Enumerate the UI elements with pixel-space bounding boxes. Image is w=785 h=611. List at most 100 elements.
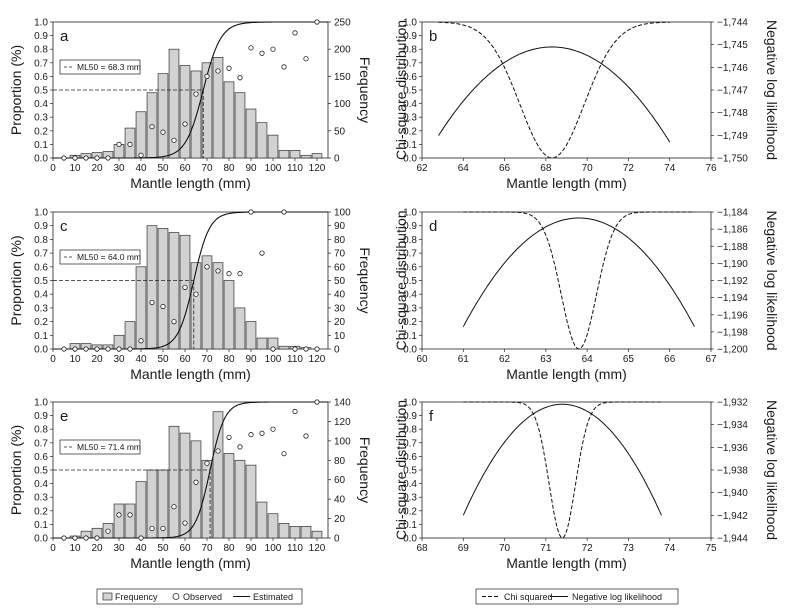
y2-tick-label: 20 [334, 514, 346, 525]
observed-point [259, 50, 265, 56]
observed-point [226, 65, 232, 71]
panel-a: 0.00.10.20.30.40.50.60.70.80.91.00501001… [8, 18, 373, 192]
chi-squared-curve [463, 211, 695, 350]
y-tick-label: 0.6 [34, 262, 48, 273]
y2-tick-label: 0 [334, 345, 340, 356]
estimated-curve [53, 211, 328, 350]
observed-point [270, 426, 276, 432]
y-tick-label: 0.3 [34, 113, 48, 124]
y-tick-label: 1.0 [34, 18, 48, 29]
y2-axis-label: Frequency [357, 57, 373, 123]
y-tick-label: 0.4 [403, 290, 417, 301]
x-axis-label: Mantle length (mm) [130, 366, 251, 382]
y-tick-label: 0.1 [403, 520, 417, 531]
observed-point [72, 535, 78, 541]
plot-frame [421, 211, 712, 350]
observed-point [281, 451, 287, 457]
observed-point [149, 525, 155, 532]
observed-point [237, 271, 243, 277]
panel-label: a [60, 28, 69, 45]
x-tick-label: 63 [540, 354, 552, 365]
x-tick-label: 100 [265, 543, 282, 554]
y-tick-label: 0.1 [403, 331, 417, 342]
y2-tick-label: −1,745 [717, 40, 748, 51]
observed-point [61, 155, 67, 161]
y-tick-label: 0.7 [34, 58, 48, 69]
plot-frame [52, 21, 329, 159]
y2-tick-label: −1,747 [717, 86, 748, 97]
frequency-bar [212, 57, 224, 159]
x-tick-label: 76 [705, 163, 717, 174]
y-axis-label: Chi-square distribution [393, 20, 409, 160]
observed-point [83, 155, 89, 161]
y-tick-label: 0.9 [34, 411, 48, 422]
y-tick-label: 0.3 [34, 303, 48, 314]
frequency-bar [245, 108, 257, 159]
observed-point [83, 535, 89, 541]
observed-point [72, 155, 78, 161]
y-tick-label: 0.4 [34, 479, 48, 490]
y2-tick-label: −1,940 [717, 488, 748, 499]
x-tick-label: 62 [416, 163, 428, 174]
y-tick-label: 0.7 [403, 249, 417, 260]
y-tick-label: 0.3 [403, 113, 417, 124]
x-tick-label: 70 [201, 543, 213, 554]
y-tick-label: 0.2 [403, 317, 417, 328]
x-tick-label: 75 [705, 543, 717, 554]
x-tick-label: 65 [623, 354, 635, 365]
y2-tick-label: −1,198 [717, 327, 748, 338]
y2-tick-label: 140 [334, 398, 351, 409]
x-tick-label: 110 [287, 354, 303, 365]
panel-label: e [60, 408, 68, 425]
observed-point [127, 141, 133, 147]
frequency-bar [168, 425, 180, 539]
y2-tick-label: −1,744 [717, 18, 748, 29]
y2-axis-label: Negative log likelihood [764, 20, 780, 160]
y2-axis-label: Negative log likelihood [764, 400, 780, 540]
observed-point [182, 520, 188, 526]
x-tick-label: 69 [458, 543, 470, 554]
x-tick-label: 70 [499, 543, 511, 554]
x-tick-label: 40 [135, 354, 147, 365]
observed-point [215, 268, 221, 274]
x-axis-label: Mantle length (mm) [506, 175, 627, 191]
observed-point [160, 525, 166, 532]
x-tick-label: 120 [309, 543, 326, 554]
y2-tick-label: −1,186 [717, 225, 748, 236]
observed-point [215, 448, 221, 454]
observed-point [138, 338, 144, 344]
x-tick-label: 70 [201, 354, 213, 365]
y-tick-label: 0.0 [403, 345, 417, 356]
frequency-bar [179, 65, 191, 159]
observed-point [171, 318, 177, 325]
observed-point [281, 209, 287, 215]
y-tick-label: 0.9 [34, 31, 48, 42]
legend-left: Frequency Observed Estimated [96, 588, 303, 605]
x-tick-label: 20 [91, 354, 103, 365]
frequency-bar [289, 525, 301, 539]
observed-point [248, 209, 254, 215]
frequency-bar [168, 48, 180, 159]
x-axis-label: Mantle length (mm) [130, 555, 251, 571]
x-tick-label: 70 [201, 163, 213, 174]
x-tick-label: 60 [416, 354, 428, 365]
x-tick-label: 10 [69, 543, 81, 554]
x-tick-label: 71 [540, 543, 552, 554]
y-tick-label: 0.9 [403, 411, 417, 422]
frequency-bar [190, 440, 202, 539]
y2-tick-label: 50 [334, 276, 346, 287]
y2-tick-label: −1,196 [717, 310, 748, 321]
frequency-bar [311, 530, 323, 539]
x-tick-label: 100 [265, 354, 282, 365]
legend-right: Chi squared Negative log likelihood [475, 588, 679, 605]
observed-point [248, 432, 254, 438]
y2-tick-label: 0 [334, 154, 340, 165]
ml50-label-box [59, 59, 141, 75]
y-tick-label: 0.4 [34, 99, 48, 110]
frequency-bar [234, 307, 246, 350]
y2-tick-label: −1,194 [717, 293, 748, 304]
observed-point [138, 152, 144, 158]
panel-b: 0.0 0.1 0.2 0.3 0.4 0.5 0.6 0.7 0.8 0.9 1.0 −1,744 −… [393, 18, 780, 192]
y-tick-label: 0.6 [403, 72, 417, 83]
frequency-bar [256, 337, 268, 350]
